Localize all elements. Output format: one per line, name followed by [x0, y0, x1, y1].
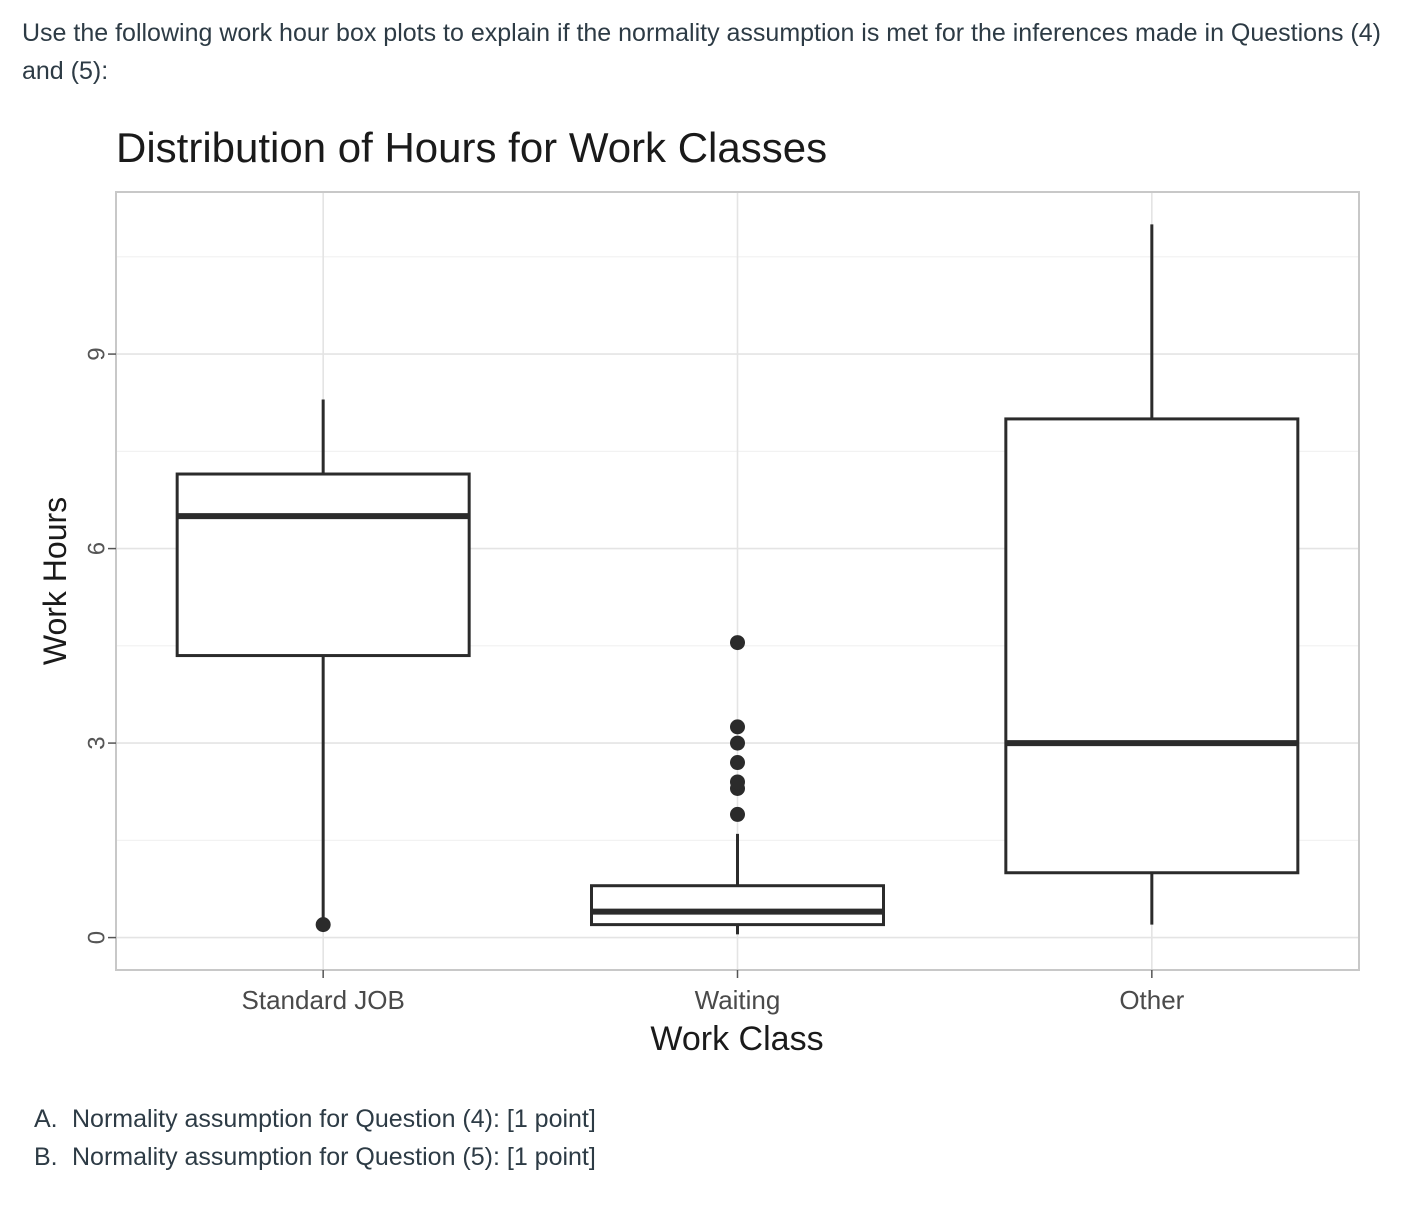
- box-other: [1004, 224, 1300, 925]
- answer-item-a: A. Normality assumption for Question (4):…: [34, 1100, 596, 1138]
- answer-marker: B.: [34, 1143, 58, 1171]
- chart-svg: Distribution of Hours for Work Classes 0…: [37, 124, 1360, 1058]
- y-tick-label: 0: [83, 931, 110, 944]
- y-tick-label: 3: [83, 736, 110, 749]
- iqr-box: [1004, 417, 1300, 875]
- answer-text: Normality assumption for Question (5): […: [72, 1143, 596, 1171]
- x-axis-label: Work Class: [650, 1020, 823, 1058]
- outlier-point: [730, 735, 745, 751]
- outlier-point: [315, 917, 331, 933]
- box-plot-chart: Distribution of Hours for Work Classes 0…: [0, 110, 1404, 1070]
- question-text: Use the following work hour box plots to…: [22, 19, 1381, 85]
- iqr-box: [590, 884, 885, 927]
- x-tick-label: Waiting: [695, 985, 781, 1015]
- y-tick-label: 9: [83, 347, 110, 360]
- axis-layer: 0 3 6 9 Standard JOB Waiting Other: [83, 347, 1184, 1015]
- box-waiting: [590, 635, 885, 935]
- outlier-point: [730, 635, 745, 651]
- answer-list: A. Normality assumption for Question (4):…: [34, 1100, 596, 1176]
- outlier-point: [730, 719, 745, 735]
- chart-title: Distribution of Hours for Work Classes: [116, 124, 827, 171]
- box-layer: [175, 224, 1300, 935]
- x-tick-label: Standard JOB: [242, 985, 405, 1015]
- answer-text: Normality assumption for Question (4): […: [72, 1105, 596, 1133]
- x-tick-label: Other: [1119, 985, 1184, 1015]
- box-standard-job: [175, 399, 471, 933]
- iqr-box: [175, 472, 471, 658]
- outlier-point: [730, 774, 745, 790]
- y-axis-label: Work Hours: [37, 497, 73, 665]
- outlier-point: [730, 806, 745, 822]
- answer-item-b: B. Normality assumption for Question (5):…: [34, 1138, 596, 1176]
- outlier-point: [730, 755, 745, 771]
- y-tick-label: 6: [83, 542, 110, 555]
- answer-marker: A.: [34, 1105, 58, 1133]
